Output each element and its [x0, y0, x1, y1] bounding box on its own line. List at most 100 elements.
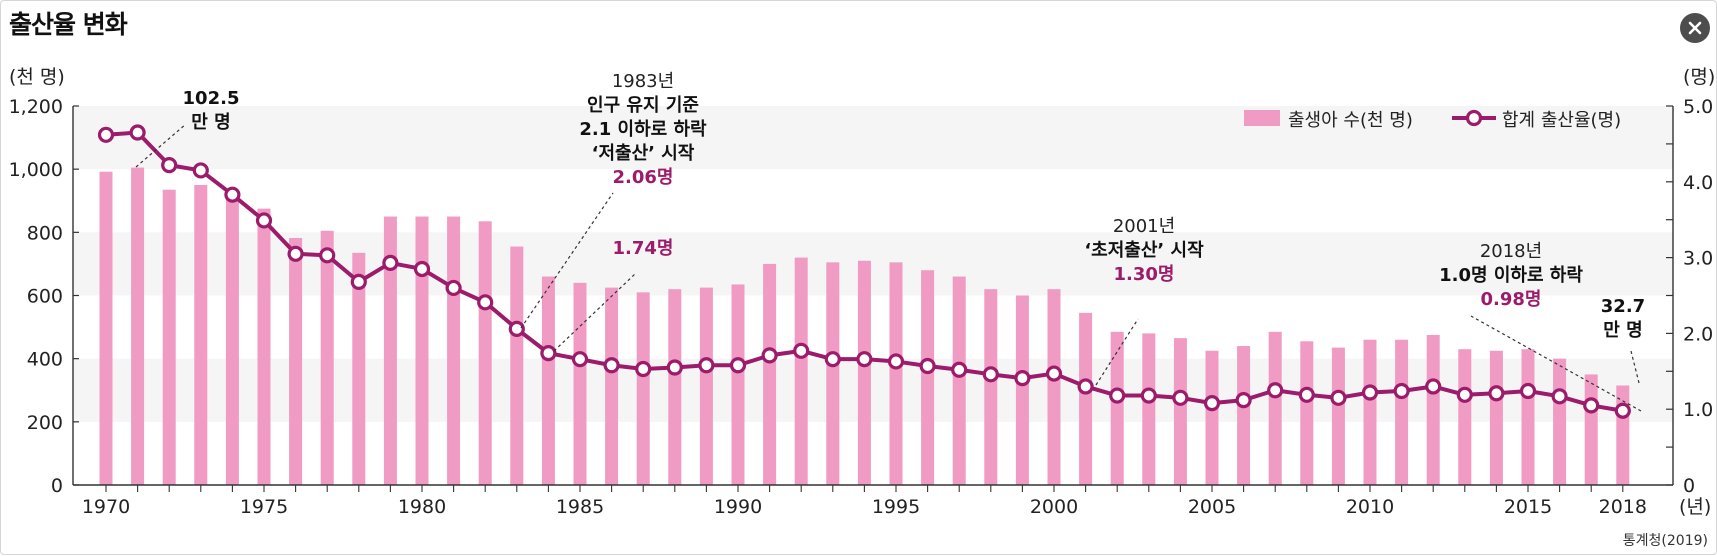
bar-2018: [1616, 385, 1630, 485]
annotation-text: 102.5: [183, 88, 240, 109]
y-left-tick-label: 1,200: [9, 96, 63, 118]
bar-1999: [1015, 295, 1029, 485]
fertility-point-1984: [540, 345, 557, 362]
bar-1980: [415, 216, 429, 485]
x-tick-label: 2010: [1346, 496, 1394, 518]
y-right-tick-label: 5.0: [1683, 96, 1713, 118]
annotation-text: 1.30명: [1114, 264, 1175, 285]
fertility-point-2011: [1393, 382, 1410, 400]
annotation-text: 만 명: [191, 112, 230, 133]
bar-1983: [510, 246, 524, 485]
fertility-point-1981: [445, 279, 462, 297]
x-tick-label: 1975: [240, 496, 288, 518]
fertility-point-1970: [97, 126, 115, 143]
bar-2003: [1142, 333, 1156, 485]
annotation-text: 1983년: [612, 71, 674, 92]
fertility-point-1997: [951, 361, 968, 378]
bar-1970: [99, 171, 113, 485]
y-right-tick-label: 3.0: [1683, 248, 1713, 270]
fertility-point-2015: [1519, 382, 1537, 400]
fertility-point-1971: [129, 124, 146, 141]
fertility-point-2002: [1109, 387, 1126, 404]
x-tick-label: 1995: [872, 496, 920, 518]
bar-2015: [1521, 349, 1535, 485]
fertility-point-1991: [761, 347, 778, 364]
fertility-point-2013: [1456, 386, 1473, 403]
fertility-point-1993: [824, 351, 841, 368]
fertility-point-1994: [856, 351, 873, 368]
close-button[interactable]: [1680, 13, 1710, 43]
bar-1973: [194, 184, 208, 486]
bar-2013: [1458, 349, 1472, 485]
annotation-text: 2.06명: [613, 167, 674, 188]
fertility-point-1975: [255, 212, 273, 229]
close-icon: [1688, 21, 1702, 35]
fertility-point-1987: [635, 360, 652, 378]
page-title: 출산율 변화: [9, 10, 128, 39]
fertility-point-1978: [350, 273, 367, 290]
fertility-point-2000: [1045, 365, 1063, 382]
fertility-point-1985: [571, 351, 589, 368]
y-left-tick-label: 200: [27, 412, 63, 434]
bar-2016: [1553, 358, 1567, 485]
x-tick-label: 2005: [1188, 496, 1236, 518]
x-tick-label: 1990: [714, 496, 762, 518]
legend-line-marker: [1465, 109, 1483, 127]
y-left-tick-label: 1,000: [9, 159, 63, 181]
fertility-point-2004: [1172, 389, 1189, 406]
y-right-tick-label: 4.0: [1683, 172, 1713, 194]
bar-1993: [826, 262, 840, 485]
source-credit: 통계청(2019): [1622, 533, 1708, 549]
fertility-point-1995: [887, 353, 905, 370]
bar-1974: [225, 192, 239, 485]
annotation-text: ‘저출산’ 시작: [592, 143, 695, 164]
bar-1979: [383, 216, 397, 485]
bar-1988: [668, 289, 682, 485]
y-left-tick-label: 0: [51, 475, 63, 497]
fertility-point-1972: [161, 157, 178, 174]
x-tick-label: 2000: [1030, 496, 1078, 518]
x-tick-label: 1985: [556, 496, 604, 518]
x-tick-label: 2018: [1599, 496, 1647, 518]
fertility-point-1974: [224, 186, 241, 203]
bar-1994: [857, 260, 871, 485]
fertility-point-1980: [413, 260, 431, 278]
bar-2017: [1584, 374, 1598, 485]
fertility-point-2007: [1267, 382, 1284, 399]
fertility-point-1976: [287, 245, 304, 262]
bar-1997: [952, 276, 966, 485]
bar-2002: [1110, 331, 1124, 485]
fertility-point-2006: [1235, 392, 1252, 409]
fertility-point-2016: [1551, 388, 1568, 405]
annotation-leader: [1095, 318, 1139, 386]
bar-2006: [1237, 346, 1251, 485]
x-tick-label: 1980: [398, 496, 446, 518]
annotation-text: 1.74명: [613, 238, 674, 259]
bar-1972: [162, 189, 176, 485]
fertility-point-1989: [698, 357, 715, 374]
bar-2007: [1268, 331, 1282, 485]
legend-line-label: 합계 출산율(명): [1502, 110, 1621, 131]
fertility-point-2001: [1077, 378, 1094, 395]
bar-2010: [1363, 339, 1377, 485]
bar-2001: [1079, 312, 1093, 485]
bar-2004: [1173, 338, 1187, 485]
bar-1977: [320, 230, 334, 485]
bar-2005: [1205, 350, 1219, 485]
grid-band: [73, 106, 1673, 170]
legend-bar-label: 출생아 수(천 명): [1288, 110, 1413, 131]
annotation-leader: [1470, 315, 1642, 412]
fertility-point-2012: [1425, 378, 1442, 395]
bar-1985: [573, 282, 587, 485]
annotation-leader: [553, 272, 637, 352]
y-right-tick-label: 0: [1683, 475, 1695, 497]
fertility-point-2005: [1203, 395, 1221, 412]
fertility-point-1996: [919, 357, 936, 375]
annotation-text: 0.98명: [1481, 289, 1542, 310]
annotation-text: 2.1 이하로 하락: [579, 119, 707, 140]
fertility-point-1979: [382, 254, 399, 272]
annotation-text: 만 명: [1603, 320, 1642, 341]
x-tick-label: 1970: [82, 496, 130, 518]
annotation-text: 32.7: [1601, 296, 1645, 317]
